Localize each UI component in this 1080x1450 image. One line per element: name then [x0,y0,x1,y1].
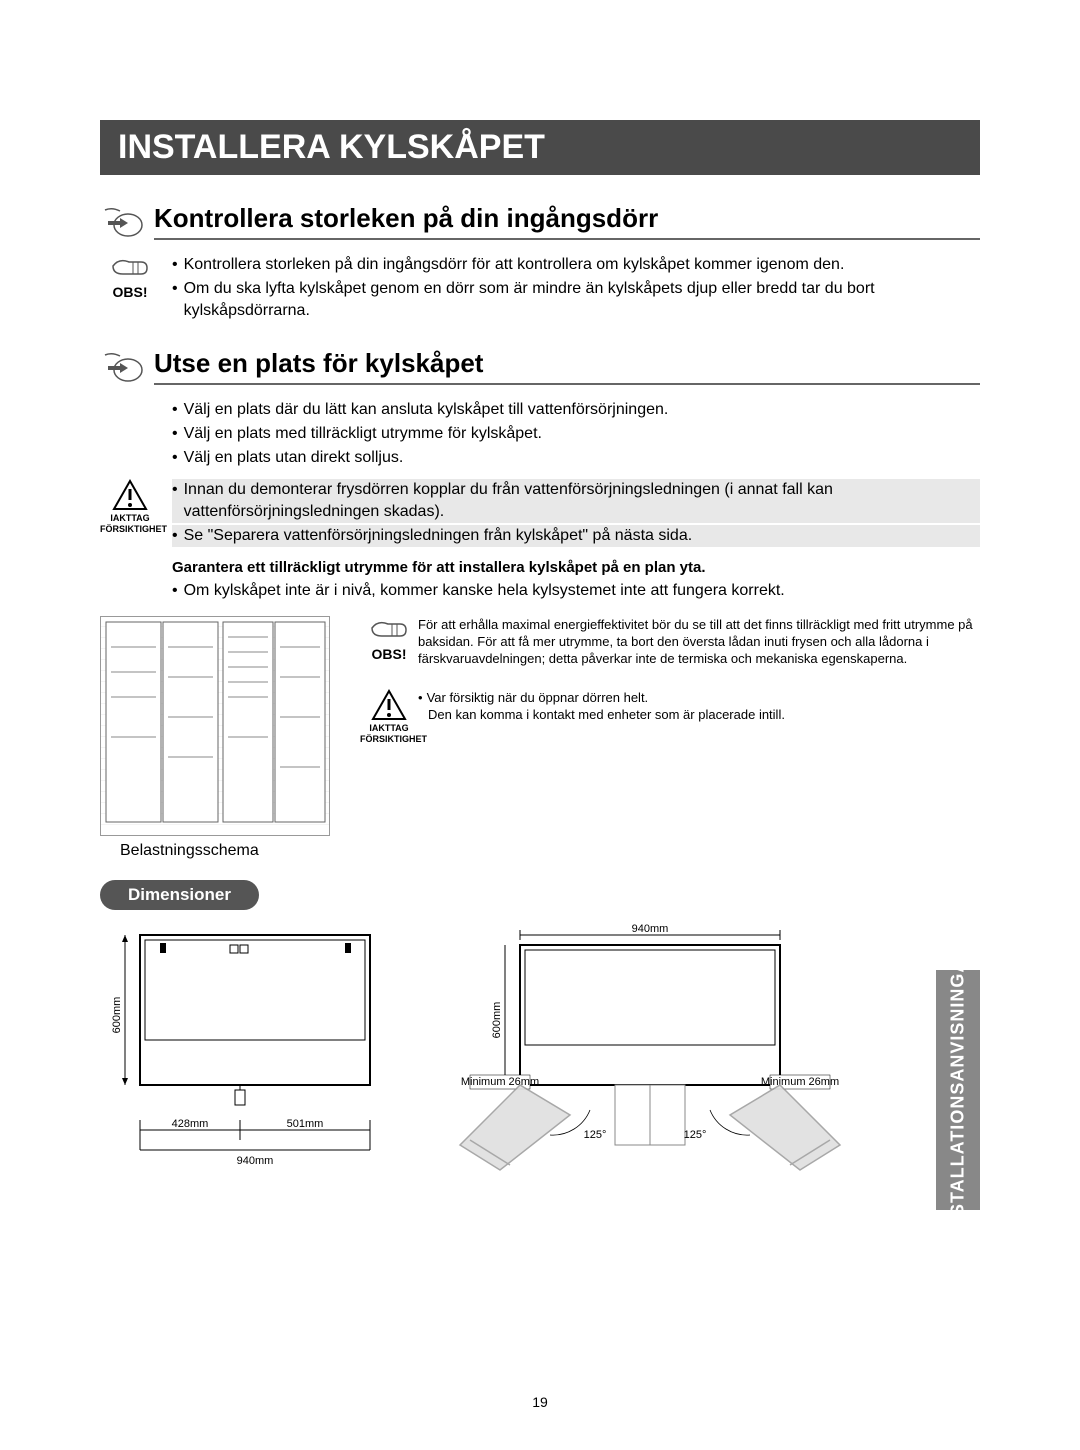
note-hand-icon [111,254,149,282]
caution-label-bottom: FÖRSIKTIGHET [100,524,160,535]
pointing-hand-icon [100,205,144,239]
section-location: Utse en plats för kylskåpet Välj en plat… [100,348,980,1190]
svg-text:125°: 125° [584,1129,607,1141]
bold-instruction: Garantera ett tillräckligt utrymme för a… [172,559,980,576]
section-door-size: Kontrollera storleken på din ingångsdörr… [100,203,980,324]
caution-label-top: IAKTTAG [100,513,160,524]
caution-label-top-small: IAKTTAG [360,723,418,734]
dimension-diagram-closed: 600mm 428mm 501mm 940mm [100,920,400,1170]
svg-text:501mm: 501mm [287,1118,324,1130]
warning-triangle-icon [112,479,148,511]
dimension-diagram-open: 940mm 600mm Minimum 26mm Minimum 26mm [440,920,860,1190]
svg-text:428mm: 428mm [172,1118,209,1130]
warning-triangle-icon [371,689,407,721]
svg-text:600mm: 600mm [491,1002,503,1039]
section1-heading: Kontrollera storleken på din ingångsdörr [154,203,980,240]
section2-heading: Utse en plats för kylskåpet [154,348,980,385]
svg-text:Minimum 26mm: Minimum 26mm [761,1076,839,1088]
svg-text:600mm: 600mm [111,997,123,1034]
pointing-hand-icon [100,350,144,384]
svg-text:125°: 125° [684,1129,707,1141]
section2-bullets: Välj en plats där du lätt kan ansluta ky… [160,399,980,471]
load-schema-diagram [100,616,330,836]
section-tab: INSTALLATIONSANVISNINGAR [936,970,980,1210]
page-number: 19 [532,1394,548,1410]
page-title: INSTALLERA KYLSKÅPET [100,120,980,175]
obs-label-small: OBS! [360,646,418,662]
note-hand-icon [370,616,408,644]
section2-caution-text: Innan du demonterar frysdörren kopplar d… [160,479,980,549]
door-caution-note: •Var försiktig när du öppnar dörren helt… [418,689,980,723]
diagram-caption: Belastningsschema [100,842,330,860]
level-instruction: Om kylskåpet inte är i nivå, kommer kans… [172,582,980,600]
energy-note: För att erhålla maximal energieffektivit… [418,616,980,667]
dimensions-pill: Dimensioner [100,880,259,910]
svg-text:Minimum 26mm: Minimum 26mm [461,1076,539,1088]
svg-text:940mm: 940mm [237,1155,274,1167]
obs-label: OBS! [100,284,160,300]
caution-label-bottom-small: FÖRSIKTIGHET [360,734,418,745]
section1-text: Kontrollera storleken på din ingångsdörr… [160,254,980,324]
svg-text:940mm: 940mm [632,923,669,935]
